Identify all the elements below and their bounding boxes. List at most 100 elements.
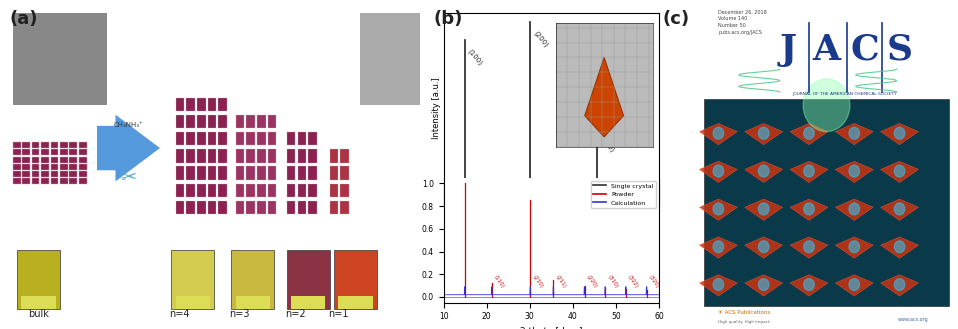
- Bar: [51, 142, 58, 148]
- Polygon shape: [790, 237, 828, 258]
- Circle shape: [849, 203, 859, 215]
- Bar: [330, 166, 338, 180]
- Bar: [236, 201, 244, 214]
- Text: High quality. High impact.: High quality. High impact.: [718, 320, 771, 324]
- Bar: [334, 250, 376, 309]
- Polygon shape: [835, 199, 874, 220]
- Text: (320): (320): [648, 274, 660, 289]
- Bar: [231, 250, 274, 309]
- Polygon shape: [790, 199, 828, 220]
- Bar: [298, 149, 307, 163]
- Bar: [298, 132, 307, 145]
- Bar: [208, 132, 217, 145]
- Bar: [60, 149, 68, 155]
- Text: (200): (200): [532, 30, 549, 48]
- Text: December 26, 2018
Volume 140
Number 50
pubs.acs.org/JACS: December 26, 2018 Volume 140 Number 50 p…: [718, 10, 767, 35]
- Bar: [340, 201, 349, 214]
- Bar: [12, 171, 20, 177]
- Bar: [79, 149, 86, 155]
- Bar: [236, 184, 244, 197]
- Polygon shape: [835, 123, 874, 145]
- Bar: [69, 164, 77, 170]
- Bar: [69, 142, 77, 148]
- Circle shape: [759, 165, 769, 177]
- Bar: [32, 164, 39, 170]
- Bar: [236, 115, 244, 128]
- Text: n=1: n=1: [328, 309, 349, 319]
- Bar: [286, 184, 295, 197]
- Bar: [12, 142, 20, 148]
- Text: JOURNAL OF THE AMERICAN CHEMICAL SOCIETY: JOURNAL OF THE AMERICAN CHEMICAL SOCIETY: [792, 92, 897, 96]
- Polygon shape: [744, 275, 783, 296]
- Text: (322): (322): [627, 274, 639, 289]
- Bar: [51, 149, 58, 155]
- Bar: [208, 115, 217, 128]
- Bar: [257, 115, 265, 128]
- Bar: [218, 149, 227, 163]
- Bar: [340, 149, 349, 163]
- Bar: [32, 157, 39, 163]
- Bar: [218, 184, 227, 197]
- Bar: [186, 149, 194, 163]
- Bar: [197, 132, 206, 145]
- Polygon shape: [835, 237, 874, 258]
- Bar: [291, 296, 326, 309]
- Text: A: A: [812, 33, 840, 67]
- Bar: [175, 132, 184, 145]
- Bar: [208, 184, 217, 197]
- Bar: [69, 157, 77, 163]
- Bar: [286, 250, 330, 309]
- Polygon shape: [744, 161, 783, 183]
- Bar: [22, 164, 30, 170]
- Circle shape: [804, 165, 814, 177]
- Bar: [340, 184, 349, 197]
- Circle shape: [895, 203, 904, 215]
- Text: n=4: n=4: [170, 309, 190, 319]
- Bar: [175, 149, 184, 163]
- Bar: [257, 184, 265, 197]
- Bar: [22, 157, 30, 163]
- Bar: [246, 201, 255, 214]
- Bar: [79, 164, 86, 170]
- Bar: [330, 184, 338, 197]
- Text: (a): (a): [10, 10, 38, 28]
- Bar: [218, 98, 227, 111]
- Text: (b): (b): [433, 10, 463, 28]
- Polygon shape: [699, 199, 738, 220]
- Polygon shape: [744, 123, 783, 145]
- Bar: [218, 132, 227, 145]
- Bar: [236, 296, 270, 309]
- Bar: [267, 201, 276, 214]
- Bar: [267, 166, 276, 180]
- Bar: [267, 132, 276, 145]
- Bar: [298, 201, 307, 214]
- Bar: [330, 149, 338, 163]
- Bar: [208, 98, 217, 111]
- Bar: [41, 149, 49, 155]
- Text: www.acs.org: www.acs.org: [898, 316, 928, 322]
- Bar: [218, 166, 227, 180]
- Bar: [41, 178, 49, 184]
- Bar: [69, 149, 77, 155]
- Bar: [246, 132, 255, 145]
- Bar: [704, 99, 949, 306]
- Bar: [175, 184, 184, 197]
- Polygon shape: [790, 123, 828, 145]
- Bar: [286, 166, 295, 180]
- Bar: [267, 115, 276, 128]
- Circle shape: [713, 241, 723, 253]
- Bar: [308, 132, 317, 145]
- Circle shape: [803, 79, 850, 132]
- Bar: [236, 166, 244, 180]
- FancyArrowPatch shape: [97, 115, 160, 181]
- Bar: [338, 296, 373, 309]
- Y-axis label: Intensity [a.u.]: Intensity [a.u.]: [432, 78, 441, 139]
- Bar: [32, 178, 39, 184]
- Bar: [257, 149, 265, 163]
- Polygon shape: [744, 199, 783, 220]
- Circle shape: [713, 127, 723, 139]
- Bar: [60, 178, 68, 184]
- Polygon shape: [699, 237, 738, 258]
- Bar: [197, 184, 206, 197]
- Circle shape: [713, 165, 723, 177]
